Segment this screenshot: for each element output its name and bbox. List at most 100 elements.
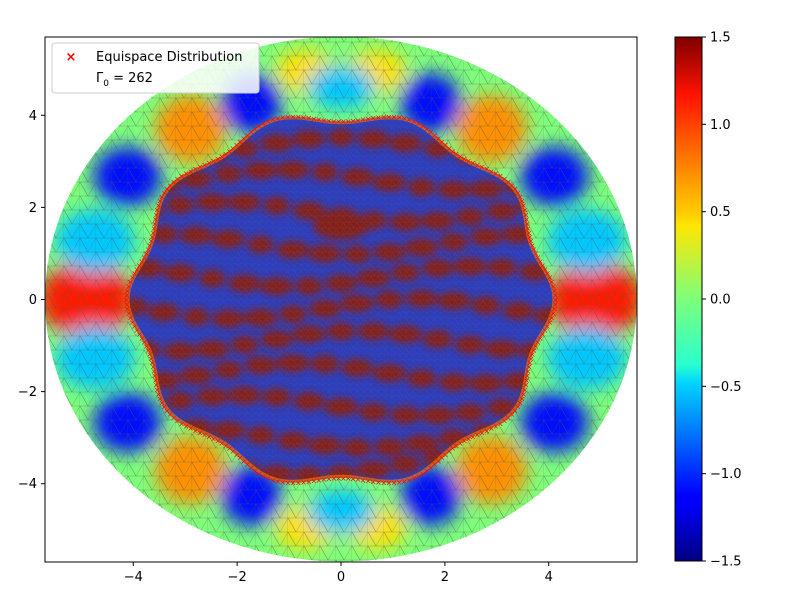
boundary-marker: × [493,169,500,178]
boundary-marker: × [155,201,162,210]
colorbar-tick-label: −0.5 [710,380,742,395]
boundary-marker: × [129,318,136,327]
boundary-marker: × [512,184,519,193]
boundary-marker: × [355,475,362,484]
boundary-marker: × [539,330,546,339]
x-tick-label: −4 [124,570,143,585]
boundary-marker: × [161,188,168,197]
boundary-marker: × [483,165,490,174]
boundary-marker: × [391,112,398,121]
boundary-marker: × [326,474,333,483]
boundary-marker: × [183,422,190,431]
boundary-marker: × [150,363,157,372]
boundary-marker: × [256,122,263,131]
boundary-marker: × [479,163,486,172]
boundary-marker: × [269,476,276,485]
boundary-marker: × [488,424,495,433]
boundary-marker: × [330,474,337,483]
boundary-marker: × [210,157,217,166]
y-tick-label: −2 [18,385,37,400]
boundary-marker: × [406,476,413,485]
colorbar-ticks: 1.5 1.0 0.5 0.0 −0.5 −1.0 −1.5 [702,31,742,570]
y-tick-label: 2 [29,201,37,216]
boundary-marker: × [290,479,297,488]
solution-field [45,36,637,562]
boundary-marker: × [136,330,143,339]
boundary-marker: × [161,403,168,412]
boundary-marker: × [285,112,292,121]
boundary-marker: × [123,291,130,300]
boundary-marker: × [535,253,542,262]
boundary-marker: × [206,159,213,168]
boundary-marker: × [143,342,150,351]
boundary-marker: × [483,426,490,435]
boundary-marker: × [415,472,422,481]
boundary-marker: × [174,417,181,426]
boundary-marker: × [226,444,233,453]
boundary-marker: × [145,346,152,355]
boundary-marker: × [178,172,185,181]
boundary-marker: × [274,477,281,486]
boundary-marker: × [311,477,318,486]
boundary-marker: × [201,161,208,170]
boundary-marker: × [157,197,164,206]
boundary-marker: × [524,219,531,228]
boundary-marker: × [380,479,387,488]
colorbar-tick-label: −1.0 [710,467,742,482]
boundary-marker: × [256,469,263,478]
boundary-marker: × [512,407,519,416]
boundary-marker: × [375,113,382,122]
boundary-marker: × [151,372,158,381]
legend: × Equispace Distribution Γ0 = 262 [51,42,260,94]
boundary-marker: × [449,444,456,453]
boundary-marker: × [274,114,281,123]
equispace-boundary-markers: ××××××××××××××××××××××××××××××××××××××××… [123,112,559,487]
boundary-marker: × [153,381,160,390]
boundary-marker: × [233,450,240,459]
boundary-marker: × [537,334,544,343]
boundary-marker: × [520,390,527,399]
boundary-marker: × [321,116,328,125]
boundary-marker: × [546,318,553,327]
boundary-marker: × [148,354,155,363]
colorbar-tick-label: −1.5 [710,555,742,570]
boundary-marker: × [532,249,539,258]
boundary-marker: × [164,184,171,193]
boundary-marker: × [226,147,233,156]
boundary-marker: × [457,439,464,448]
boundary-marker: × [146,350,153,359]
boundary-marker: × [537,257,544,266]
boundary-marker: × [311,114,318,123]
boundary-marker: × [151,224,158,233]
y-axis-ticks: −4 −2 0 2 4 [18,109,45,492]
boundary-marker: × [197,163,204,172]
plot-area: ××××××××××××××××××××××××××××××××××××××××… [18,36,638,585]
boundary-marker: × [150,228,157,237]
boundary-marker: × [248,463,255,472]
boundary-marker: × [131,269,138,278]
boundary-marker: × [548,314,555,323]
y-tick-label: 0 [29,293,37,308]
boundary-marker: × [415,119,422,128]
boundary-marker: × [509,410,516,419]
boundary-marker: × [244,131,251,140]
boundary-marker: × [525,367,532,376]
boundary-marker: × [210,434,217,443]
boundary-marker: × [222,150,229,159]
boundary-marker: × [424,125,431,134]
boundary-marker: × [123,296,130,305]
boundary-marker: × [295,479,302,488]
boundary-marker: × [330,117,337,126]
colorbar-tick-label: 0.0 [710,293,731,308]
boundary-marker: × [446,144,453,153]
boundary-marker: × [539,261,546,270]
boundary-marker: × [136,261,143,270]
boundary-marker: × [124,305,131,314]
boundary-marker: × [170,414,177,423]
boundary-marker: × [265,117,272,126]
boundary-marker: × [152,215,159,224]
boundary-marker: × [474,161,481,170]
boundary-marker: × [501,417,508,426]
boundary-marker: × [439,138,446,147]
